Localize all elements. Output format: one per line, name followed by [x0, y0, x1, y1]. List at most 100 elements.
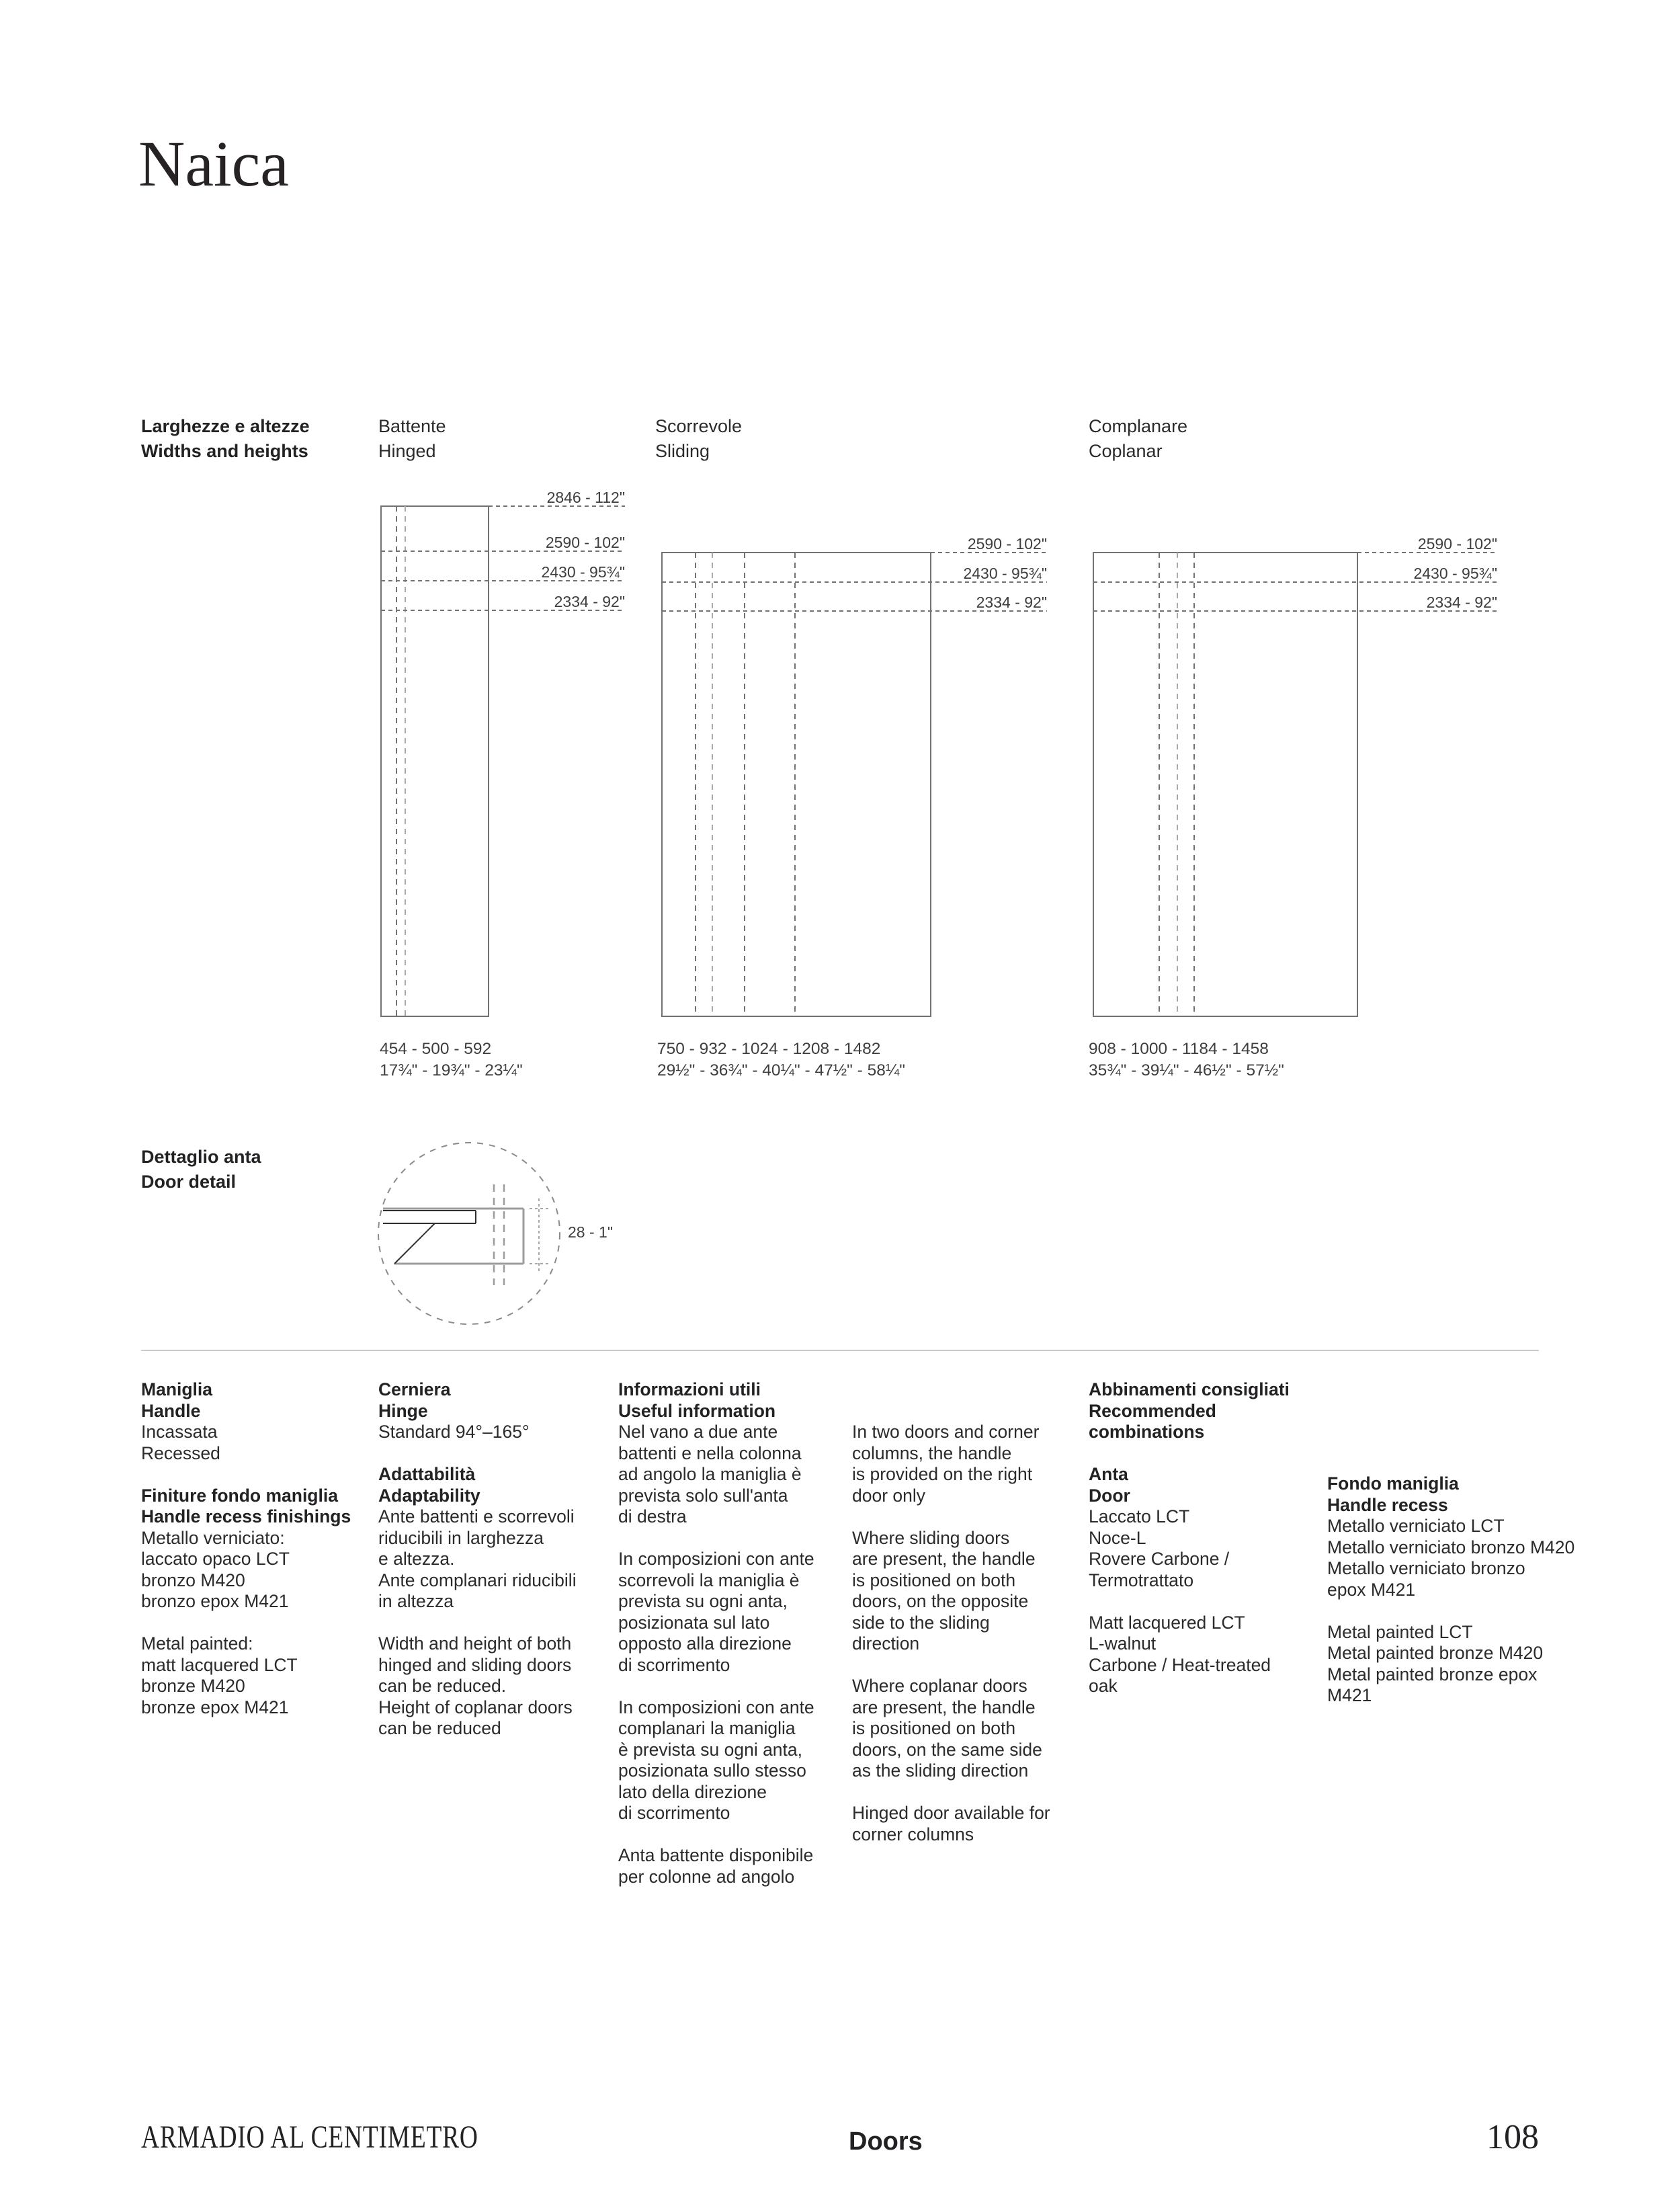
spec-line: bronze M420 — [141, 1676, 245, 1696]
spec-line: In composizioni con ante — [618, 1549, 814, 1569]
sliding-height-label: 2334 - 92" — [976, 594, 1047, 611]
spec-line: Handle — [141, 1400, 201, 1421]
spec-line: is positioned on both — [852, 1570, 1016, 1590]
widths-heights-heading-en: Widths and heights — [141, 441, 308, 461]
spec-line: Ante complanari riducibili — [378, 1570, 577, 1590]
hinged-height-label: 2846 - 112" — [546, 489, 625, 506]
spec-line: lato della direzione — [618, 1781, 767, 1802]
coplanar-door-diagram — [1093, 552, 1497, 1017]
spec-line: M421 — [1327, 1685, 1372, 1705]
spec-line: Height of coplanar doors — [378, 1697, 573, 1717]
spec-line: Informazioni utili — [618, 1379, 761, 1399]
spec-line: scorrevoli la maniglia è — [618, 1570, 800, 1590]
spec-line: hinged and sliding doors — [378, 1654, 572, 1675]
spec-line: Maniglia — [141, 1379, 213, 1399]
hinge-column: Cerniera Hinge Standard 94°–165° Adattab… — [378, 1379, 610, 1740]
widths-heights-heading-it: Larghezze e altezze — [141, 416, 310, 436]
spec-line: di scorrimento — [618, 1654, 730, 1675]
hinged-height-label: 2590 - 102" — [545, 534, 625, 551]
hinged-door-diagram — [380, 505, 625, 1017]
hinged-widths: 454 - 500 - 592 17¾" - 19¾" - 23¼" — [380, 1039, 523, 1082]
spec-line: Adaptability — [378, 1485, 480, 1506]
spec-line: battenti e nella colonna — [618, 1442, 802, 1463]
spec-line: per colonne ad angolo — [618, 1866, 795, 1887]
sliding-height-label: 2590 - 102" — [967, 535, 1047, 553]
spec-line: matt lacquered LCT — [141, 1654, 298, 1675]
coplanar-height-label: 2334 - 92" — [1426, 594, 1497, 611]
handle-column: Maniglia Handle Incassata Recessed Finit… — [141, 1379, 373, 1718]
sliding-widths-mm: 750 - 932 - 1024 - 1208 - 1482 — [657, 1040, 881, 1058]
spec-line: oak — [1089, 1676, 1118, 1696]
spec-line: are present, the handle — [852, 1697, 1036, 1717]
spec-line: in altezza — [378, 1591, 454, 1611]
spec-line: Recessed — [141, 1442, 220, 1463]
sliding-door-diagram — [661, 552, 1047, 1017]
spec-line: Metal painted bronze M420 — [1327, 1643, 1544, 1663]
spec-line: è prevista su ogni anta, — [618, 1739, 803, 1760]
coplanar-heading-en: Coplanar — [1089, 441, 1163, 461]
spec-line: Hinged door available for — [852, 1803, 1050, 1823]
door-detail-heading: Dettaglio anta Door detail — [141, 1145, 261, 1194]
hinged-height-label: 2430 - 95¾" — [541, 563, 625, 581]
combinations-column: Abbinamenti consigliati Recommended comb… — [1089, 1379, 1320, 1697]
sliding-widths-in: 29½" - 36¾" - 40¼" - 47½" - 58¼" — [657, 1061, 905, 1080]
spec-line: Metallo verniciato LCT — [1327, 1516, 1505, 1536]
spec-line: bronzo epox M421 — [141, 1591, 289, 1611]
spec-line: direction — [852, 1633, 920, 1654]
spec-line: Where sliding doors — [852, 1527, 1010, 1548]
spec-line: Metallo verniciato: — [141, 1527, 285, 1548]
useful-info-column: Informazioni utili Useful information Ne… — [618, 1379, 850, 1887]
spec-line: epox M421 — [1327, 1579, 1416, 1600]
spec-line: is positioned on both — [852, 1718, 1016, 1738]
spec-line: Width and height of both — [378, 1633, 572, 1654]
spec-line: Matt lacquered LCT — [1089, 1612, 1245, 1633]
spec-line: Incassata — [141, 1422, 218, 1442]
spec-line: Carbone / Heat-treated — [1089, 1654, 1271, 1675]
handle-recess-column: Fondo maniglia Handle recess Metallo ver… — [1327, 1473, 1583, 1707]
spec-line: Metallo verniciato bronzo M420 — [1327, 1537, 1575, 1557]
spec-line: Nel vano a due ante — [618, 1422, 778, 1442]
hinged-widths-in: 17¾" - 19¾" - 23¼" — [380, 1061, 523, 1080]
detail-circle — [378, 1142, 560, 1325]
spec-line: Noce-L — [1089, 1527, 1146, 1548]
spec-line: can be reduced — [378, 1718, 501, 1738]
spec-line: complanari la maniglia — [618, 1718, 796, 1738]
sliding-widths: 750 - 932 - 1024 - 1208 - 1482 29½" - 36… — [657, 1039, 905, 1082]
spec-line: doors, on the same side — [852, 1739, 1042, 1760]
spec-line: Metal painted: — [141, 1633, 253, 1654]
hinged-heading: Battente Hinged — [378, 414, 446, 464]
coplanar-height-label: 2590 - 102" — [1417, 535, 1497, 553]
coplanar-height-label: 2430 - 95¾" — [1413, 565, 1497, 582]
sliding-heading-it: Scorrevole — [655, 416, 743, 436]
spec-line: doors, on the opposite — [852, 1591, 1029, 1611]
spec-line: door only — [852, 1485, 926, 1506]
spec-line: Useful information — [618, 1400, 776, 1421]
spec-line: laccato opaco LCT — [141, 1549, 290, 1569]
spec-line: Recommended — [1089, 1400, 1216, 1421]
spec-line: posizionata sullo stesso — [618, 1760, 806, 1781]
sliding-heading-en: Sliding — [655, 441, 710, 461]
spec-line: Anta — [1089, 1464, 1128, 1484]
spec-line: Fondo maniglia — [1327, 1473, 1459, 1494]
spec-line: Finiture fondo maniglia — [141, 1485, 338, 1506]
spec-line: Metal painted bronze epox — [1327, 1664, 1538, 1684]
spec-line: is provided on the right — [852, 1464, 1033, 1484]
spec-line: are present, the handle — [852, 1549, 1036, 1569]
spec-line: Standard 94°–165° — [378, 1422, 530, 1442]
spec-line: Rovere Carbone / — [1089, 1549, 1230, 1569]
coplanar-widths-in: 35¾" - 39¼" - 46½" - 57½" — [1089, 1061, 1284, 1080]
spec-line: Laccato LCT — [1089, 1506, 1190, 1527]
spec-line: riducibili in larghezza — [378, 1527, 544, 1548]
spec-line: ad angolo la maniglia è — [618, 1464, 802, 1484]
sliding-height-label: 2430 - 95¾" — [963, 565, 1047, 582]
spec-line: posizionata sul lato — [618, 1612, 770, 1633]
door-detail-diagram — [378, 1142, 560, 1325]
spec-line: Handle recess finishings — [141, 1506, 351, 1527]
page-title: Naica — [138, 128, 289, 200]
coplanar-widths: 908 - 1000 - 1184 - 1458 35¾" - 39¼" - 4… — [1089, 1039, 1284, 1082]
spec-line: L-walnut — [1089, 1633, 1157, 1654]
spec-line: In two doors and corner — [852, 1422, 1040, 1442]
spec-line: bronze epox M421 — [141, 1697, 289, 1717]
spec-line: opposto alla direzione — [618, 1633, 792, 1654]
